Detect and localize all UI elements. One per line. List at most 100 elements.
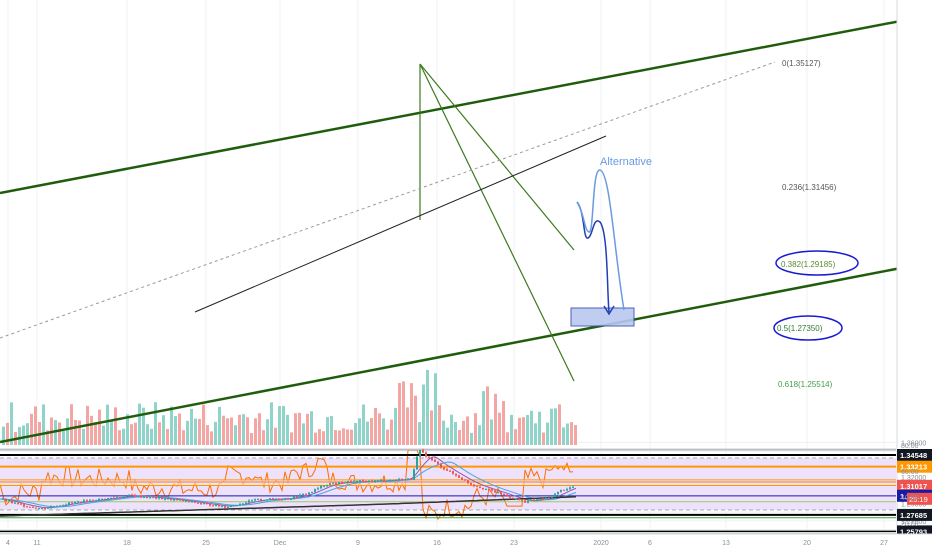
volume-bar — [190, 408, 193, 445]
candle-body — [407, 478, 409, 480]
candle-body — [527, 500, 529, 503]
rsi-tick-1: 60.00 — [901, 469, 919, 476]
candle-body — [197, 502, 199, 504]
volume-bar — [486, 386, 489, 445]
price-axis[interactable]: 1.360001.350001.340001.330001.320001.310… — [896, 0, 932, 555]
target-box — [570, 307, 635, 327]
volume-bar — [342, 428, 345, 445]
volume-bar — [58, 422, 61, 445]
forecast-path: Alternative — [570, 156, 652, 327]
fib-label-0: 0(1.35127) — [782, 59, 821, 68]
candle-body — [365, 481, 367, 483]
candle-body — [152, 496, 154, 498]
time-tick-9: 6 — [648, 540, 652, 547]
candle-body — [236, 505, 238, 507]
price-label-4: 1.27685 — [900, 511, 927, 520]
candle-body — [128, 494, 130, 496]
volume-bar — [418, 422, 421, 445]
volume-bar — [534, 423, 537, 445]
candle-body — [452, 471, 454, 474]
candle-body — [44, 508, 46, 509]
time-tick-10: 13 — [722, 540, 730, 547]
candle-body — [77, 501, 79, 503]
candle-body — [167, 498, 169, 500]
candle-body — [89, 500, 91, 502]
volume-bar — [398, 383, 401, 445]
candle-body — [233, 505, 235, 507]
volume-bar — [226, 418, 229, 445]
candle-body — [137, 495, 139, 497]
volume-bar — [546, 422, 549, 445]
volume-bar — [74, 420, 77, 445]
price-label-5: 1.25793 — [900, 527, 927, 536]
candle-body — [200, 503, 202, 505]
candle-body — [545, 497, 547, 500]
candle-body — [482, 487, 484, 489]
volume-bar — [90, 415, 93, 445]
volume-bar — [178, 413, 181, 445]
candle-body — [422, 450, 424, 453]
candles[interactable] — [2, 448, 574, 510]
volume-bar — [318, 429, 321, 445]
candle-body — [287, 498, 289, 500]
volume-bar — [134, 422, 137, 445]
volume-bar — [510, 414, 513, 445]
candle-body — [554, 493, 556, 498]
candle-body — [284, 498, 286, 500]
lower-trendline — [0, 260, 932, 444]
volume-bar — [538, 411, 541, 445]
volume-bar — [218, 406, 221, 445]
candle-body — [335, 483, 337, 485]
candle-body — [311, 491, 313, 493]
volume-bar — [34, 406, 37, 445]
candle-body — [17, 502, 19, 504]
candle-body — [563, 489, 565, 491]
volume-bar — [114, 407, 117, 445]
candle-body — [119, 497, 121, 499]
volume-bar — [402, 381, 405, 445]
candle-body — [125, 496, 127, 498]
rsi-tick-2: 40.00 — [901, 495, 919, 502]
candle-body — [62, 505, 64, 507]
candle-body — [548, 497, 550, 499]
candle-body — [11, 500, 13, 503]
volume-bar — [82, 428, 85, 445]
volume-bar — [466, 416, 469, 445]
candle-body — [479, 486, 481, 488]
candle-body — [461, 477, 463, 480]
time-tick-8: 2020 — [593, 540, 609, 547]
candle-body — [257, 498, 259, 500]
volume-bar — [18, 427, 21, 445]
time-axis[interactable]: 4 11 18 25 Dec 9 16 23 2020 6 13 20 27 — [0, 533, 932, 550]
candle-body — [26, 506, 28, 508]
volume-bar — [2, 426, 5, 445]
volume-bar — [182, 430, 185, 445]
volume-bar — [150, 428, 153, 445]
candle-body — [551, 497, 553, 499]
fib-trend-dashed — [0, 61, 776, 339]
time-tick-11: 20 — [803, 540, 811, 547]
price-tick-7: 1.29000 — [901, 501, 926, 508]
candle-body — [2, 498, 4, 500]
candle-body — [38, 508, 40, 510]
volume-bar — [554, 408, 557, 445]
candle-body — [389, 480, 391, 482]
candle-body — [449, 470, 451, 472]
candle-body — [158, 497, 160, 499]
candle-body — [359, 480, 361, 482]
price-label-bg-4 — [897, 508, 932, 521]
volume-bar — [386, 429, 389, 445]
candle-body — [116, 497, 118, 499]
candle-body — [539, 498, 541, 500]
price-tick-0: 1.36000 — [901, 440, 926, 447]
volume-bar — [206, 425, 209, 445]
candle-body — [53, 506, 55, 508]
volume-bar — [62, 431, 65, 445]
candle-body — [101, 498, 103, 500]
fib-05-circle — [773, 315, 843, 341]
candle-body — [491, 489, 493, 491]
volume-bar — [162, 415, 165, 445]
volume-bar — [186, 420, 189, 445]
candle-body — [170, 498, 172, 501]
